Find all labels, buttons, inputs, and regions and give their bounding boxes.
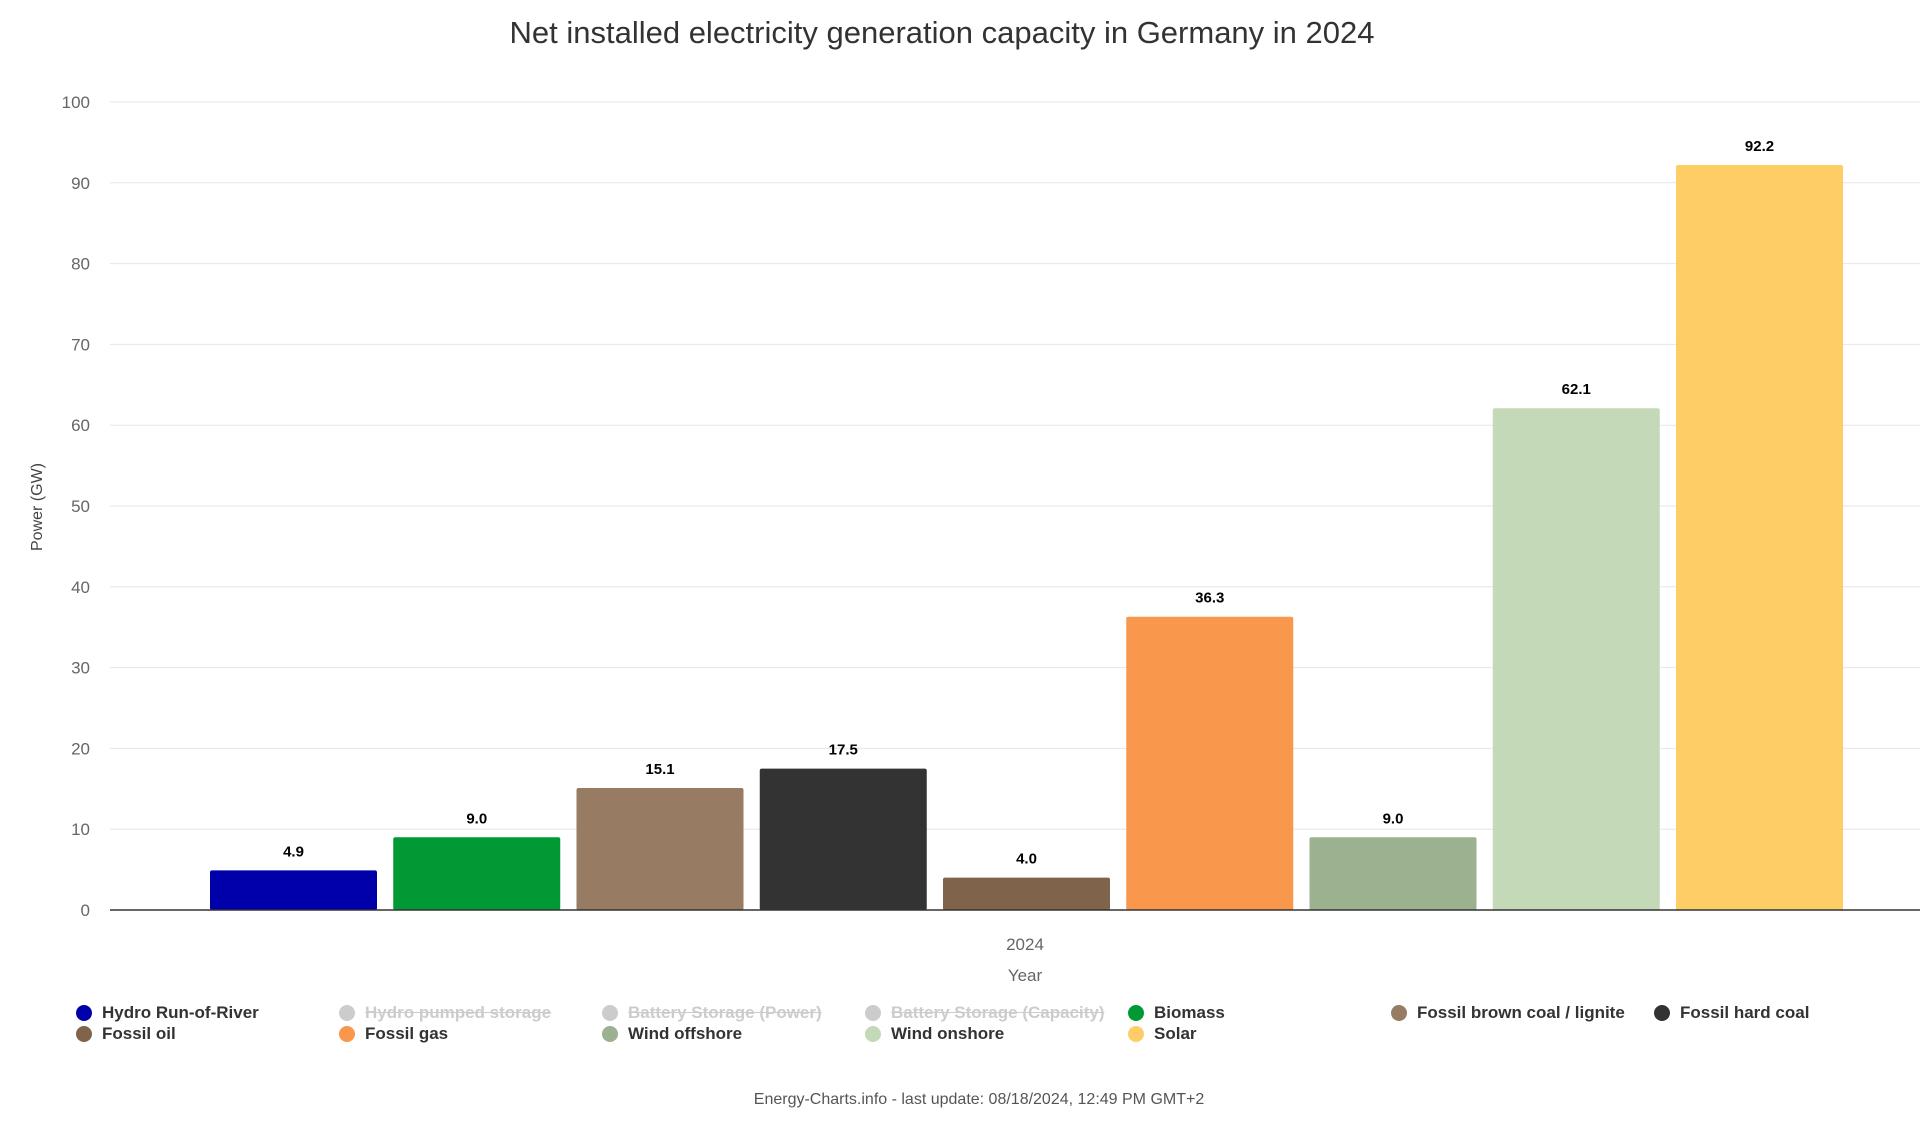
grid-lines — [110, 101, 1920, 830]
data-label: 4.9 — [283, 843, 304, 860]
y-tick-label: 90 — [71, 174, 90, 193]
y-tick-label: 50 — [71, 497, 90, 516]
legend-item[interactable]: Fossil brown coal / lignite — [1391, 1003, 1654, 1022]
legend-label: Biomass — [1154, 1002, 1225, 1022]
data-label: 9.0 — [466, 810, 487, 827]
data-label: 15.1 — [645, 761, 674, 778]
legend-item[interactable]: Wind onshore — [865, 1024, 1128, 1043]
bar-solar[interactable] — [1676, 165, 1843, 911]
legend-dot-icon — [865, 1025, 881, 1042]
y-axis-ticks: 0 10 20 30 40 50 60 70 80 90 100 — [62, 93, 90, 920]
legend-dot-icon — [1128, 1004, 1144, 1021]
y-tick-label: 20 — [71, 739, 90, 758]
legend: Hydro Run-of-River Hydro pumped storage Ba… — [76, 1003, 1836, 1043]
chart-title: Net installed electricity generation cap… — [509, 15, 1374, 50]
legend-item[interactable]: Fossil gas — [339, 1024, 602, 1043]
y-tick-label: 70 — [71, 335, 90, 354]
legend-dot-icon — [865, 1004, 881, 1021]
bar-wind-offshore[interactable] — [1309, 837, 1477, 910]
legend-label: Fossil hard coal — [1680, 1002, 1810, 1022]
legend-label: Battery Storage (Power) — [628, 1002, 822, 1022]
legend-label: Fossil gas — [365, 1023, 449, 1043]
legend-item[interactable]: Biomass — [1128, 1003, 1391, 1022]
bar-fossil-oil[interactable] — [943, 877, 1110, 910]
legend-dot-icon — [602, 1004, 618, 1021]
data-label: 62.1 — [1562, 381, 1591, 398]
x-tick-label: 2024 — [1006, 935, 1044, 954]
legend-item[interactable]: Battery Storage (Power) — [602, 1003, 865, 1022]
y-tick-label: 30 — [71, 659, 90, 678]
y-tick-label: 80 — [71, 255, 90, 274]
y-tick-label: 60 — [71, 416, 90, 435]
legend-label: Hydro Run-of-River — [102, 1002, 259, 1022]
y-axis-label: Power (GW) — [29, 463, 46, 551]
bar-wind-onshore[interactable] — [1492, 408, 1660, 910]
legend-item[interactable]: Hydro pumped storage — [339, 1003, 602, 1022]
data-label: 9.0 — [1383, 810, 1404, 827]
legend-label: Battery Storage (Capacity) — [891, 1002, 1105, 1022]
bar-biomass[interactable] — [393, 837, 561, 910]
bar-fossil-hard-coal[interactable] — [759, 768, 927, 910]
data-labels: 4.9 9.0 15.1 17.5 4.0 36.3 9.0 62.1 92.2 — [283, 138, 1774, 868]
y-tick-label: 40 — [71, 578, 90, 597]
legend-label: Wind onshore — [891, 1023, 1005, 1043]
legend-dot-icon — [76, 1025, 92, 1042]
legend-item[interactable]: Fossil oil — [76, 1024, 339, 1043]
legend-label: Fossil brown coal / lignite — [1417, 1002, 1625, 1022]
legend-item[interactable]: Wind offshore — [602, 1024, 865, 1043]
legend-item[interactable]: Battery Storage (Capacity) — [865, 1003, 1128, 1022]
legend-dot-icon — [76, 1004, 92, 1021]
y-tick-label: 0 — [81, 901, 90, 920]
y-tick-label: 10 — [71, 820, 90, 839]
bar-fossil-brown-coal-lignite[interactable] — [576, 787, 744, 910]
data-label: 36.3 — [1195, 590, 1224, 607]
legend-label: Hydro pumped storage — [365, 1002, 552, 1022]
bar-fossil-gas[interactable] — [1126, 616, 1294, 910]
data-label: 17.5 — [829, 742, 858, 759]
legend-dot-icon — [1128, 1025, 1144, 1042]
legend-dot-icon — [1391, 1004, 1407, 1021]
legend-dot-icon — [602, 1025, 618, 1042]
data-label: 4.0 — [1016, 851, 1037, 868]
legend-item[interactable]: Solar — [1128, 1024, 1391, 1043]
legend-dot-icon — [1654, 1004, 1670, 1021]
x-axis-label: Year — [1008, 966, 1043, 985]
footer-credit: Energy-Charts.info - last update: 08/18/… — [754, 1091, 1205, 1108]
legend-dot-icon — [339, 1004, 355, 1021]
legend-label: Fossil oil — [102, 1023, 176, 1043]
legend-label: Wind offshore — [628, 1023, 743, 1043]
y-tick-label: 100 — [62, 93, 90, 112]
bars — [210, 165, 1843, 911]
bar-hydro-run-of-river[interactable] — [210, 870, 377, 910]
legend-item[interactable]: Fossil hard coal — [1654, 1003, 1917, 1022]
legend-item[interactable]: Hydro Run-of-River — [76, 1003, 339, 1022]
legend-label: Solar — [1154, 1023, 1197, 1043]
legend-dot-icon — [339, 1025, 355, 1042]
data-label: 92.2 — [1745, 138, 1774, 155]
